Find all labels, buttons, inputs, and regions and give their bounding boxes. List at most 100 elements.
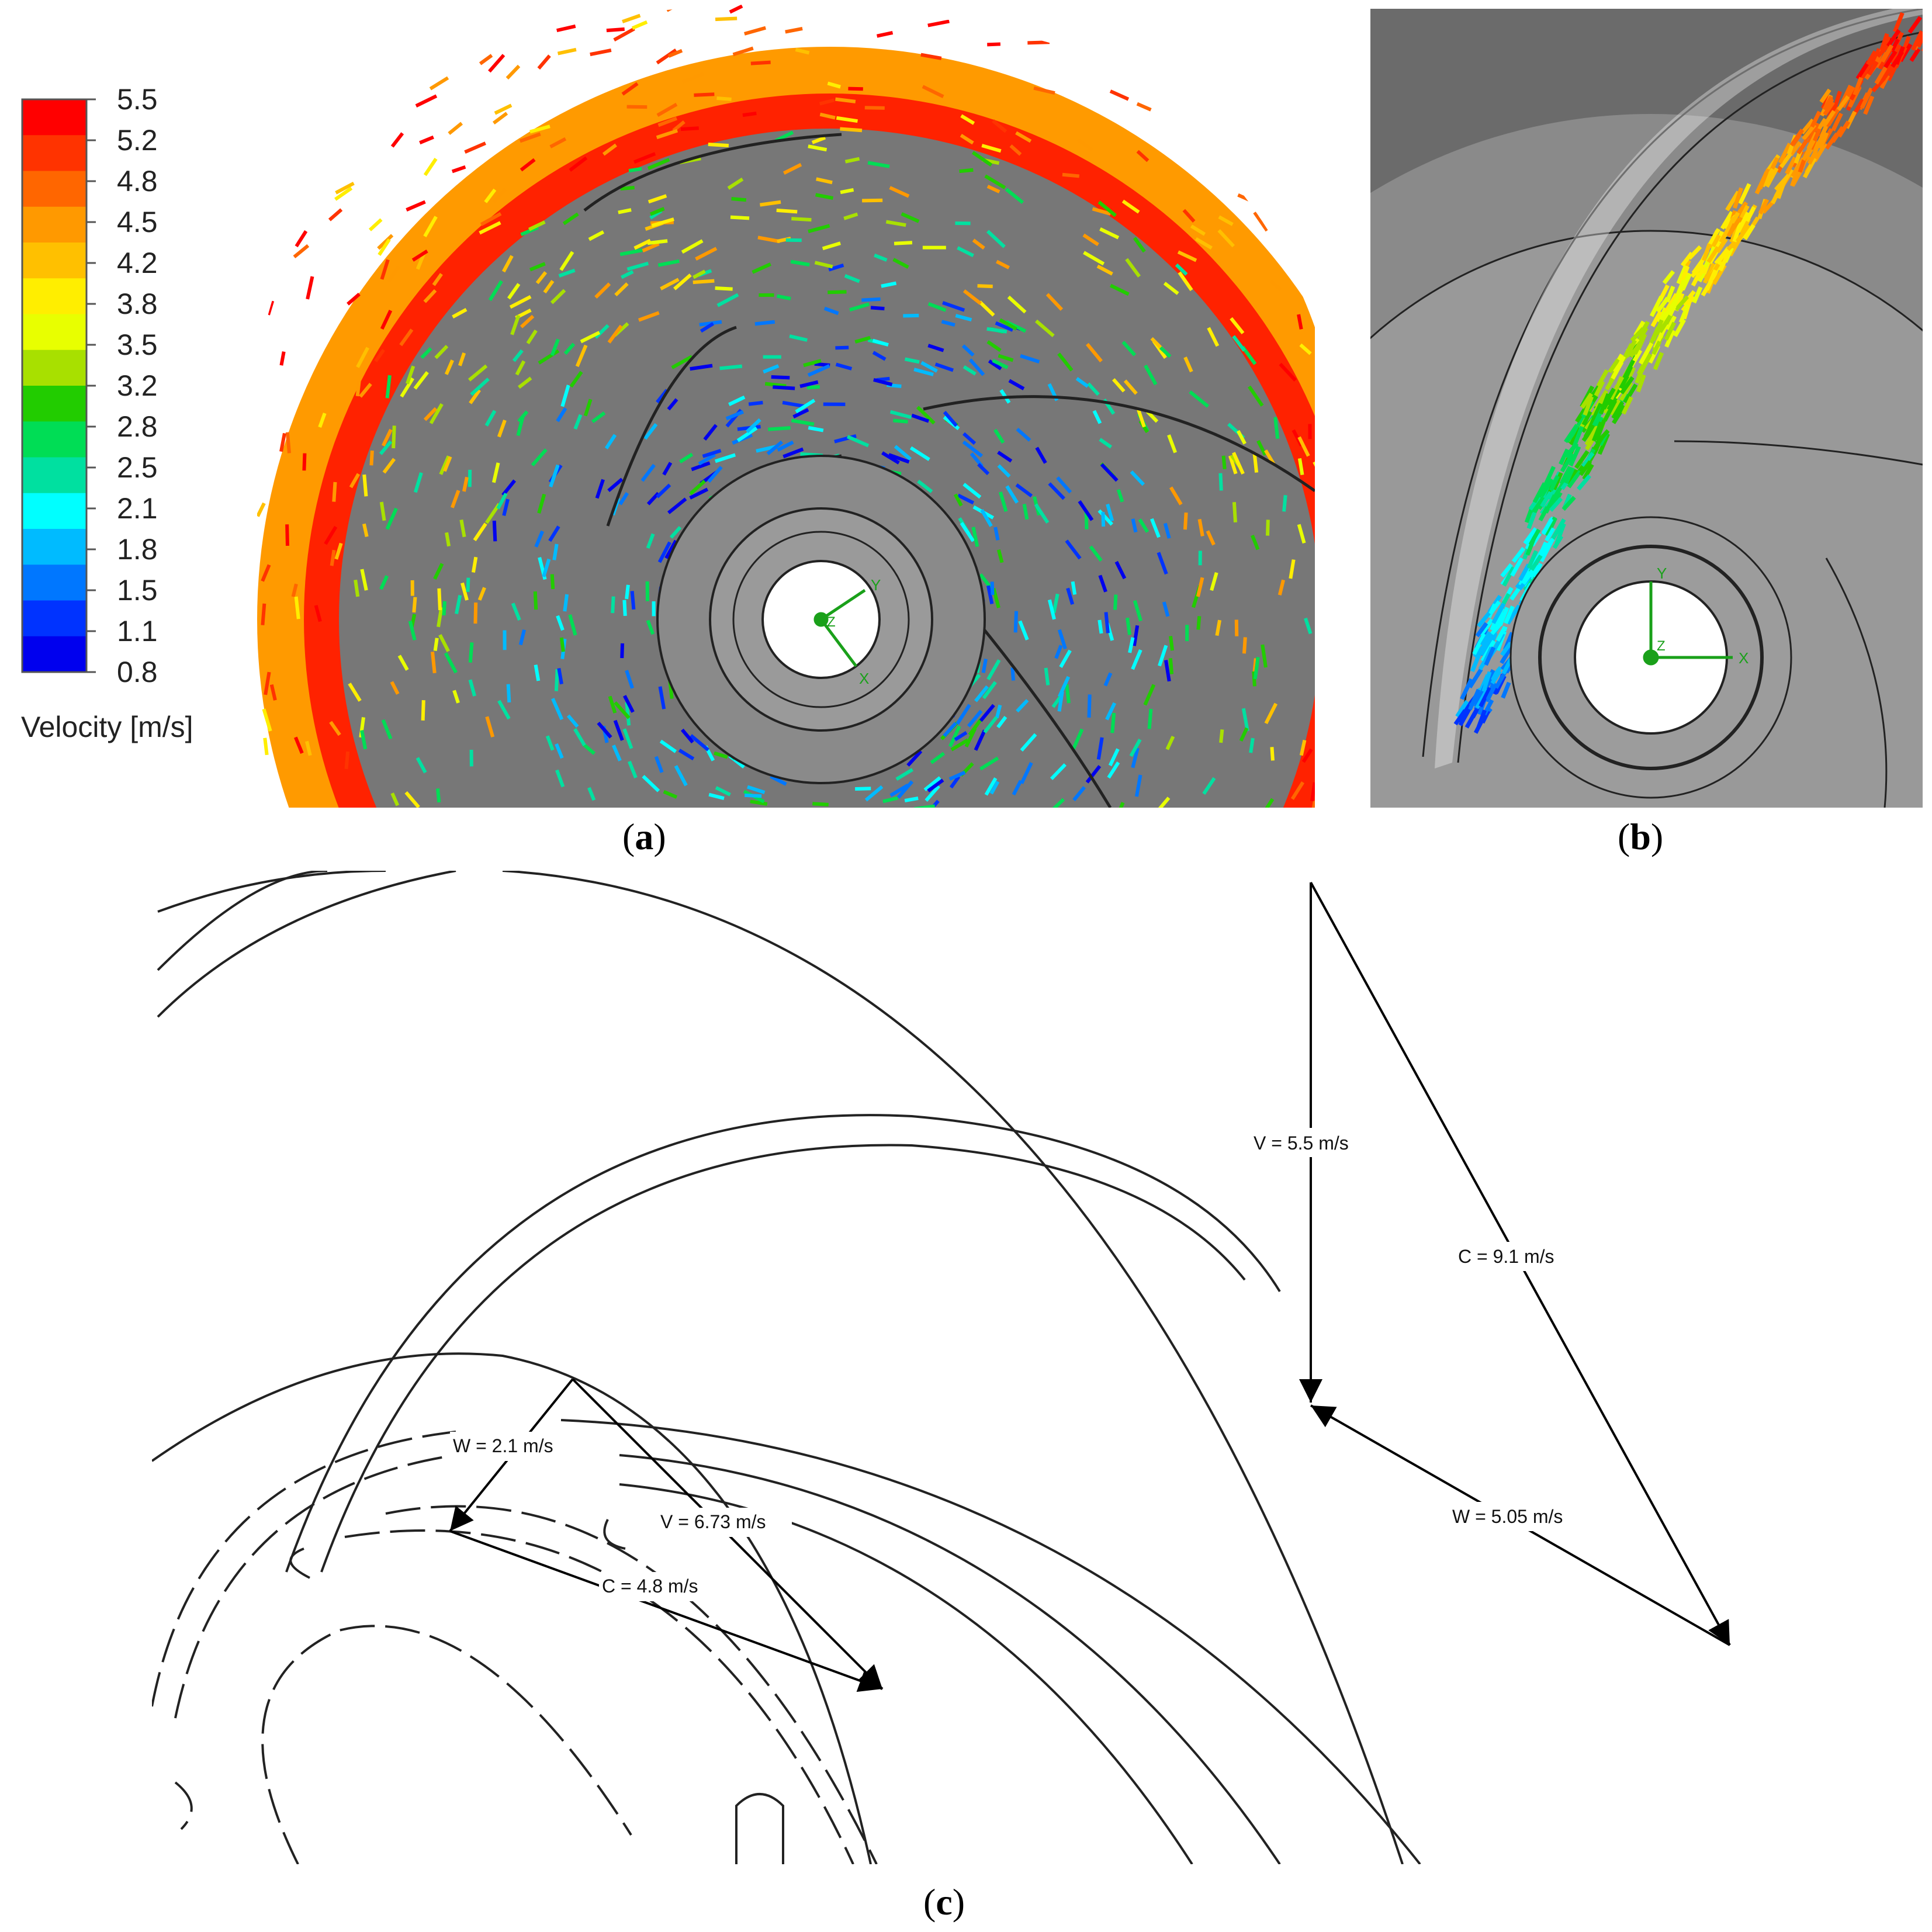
velocity-arrow bbox=[1251, 535, 1260, 550]
velocity-arrow bbox=[998, 354, 1014, 362]
velocity-arrow bbox=[934, 362, 954, 372]
streamline-arrow bbox=[1639, 342, 1654, 365]
velocity-arrow bbox=[823, 306, 839, 316]
streamline-arrow bbox=[1528, 554, 1543, 573]
velocity-arrow bbox=[803, 359, 822, 368]
velocity-arrow bbox=[836, 116, 858, 123]
axis-label-y-b: Y bbox=[1657, 565, 1667, 582]
streamline-arrow bbox=[1540, 491, 1553, 508]
blade-b1-inner bbox=[1457, 31, 1923, 763]
velocity-arrow bbox=[1057, 352, 1074, 372]
velocity-arrow bbox=[459, 519, 466, 538]
velocity-legend: 5.5 5.2 4.8 4.5 4.2 3.8 3.5 3.2 2.8 2.5 2.1 1.8 1.5 1… bbox=[18, 85, 263, 766]
velocity-arrow bbox=[360, 569, 368, 591]
velocity-arrow bbox=[1106, 503, 1114, 522]
velocity-arrow bbox=[264, 671, 271, 695]
velocity-arrow bbox=[911, 413, 930, 423]
velocity-arrow bbox=[989, 781, 1000, 795]
velocity-arrow bbox=[844, 157, 860, 164]
velocity-arrow bbox=[920, 53, 942, 60]
velocity-arrow bbox=[1290, 781, 1305, 800]
velocity-arrow bbox=[777, 440, 794, 452]
velocity-arrow bbox=[680, 728, 694, 744]
streamline-arrow bbox=[1553, 476, 1569, 498]
panel-c-canvas: V = 5.5 m/s C = 9.1 m/s W = 5.05 m/s W =… bbox=[152, 871, 1731, 1864]
velocity-arrow bbox=[992, 588, 1000, 608]
velocity-arrow bbox=[1008, 379, 1025, 390]
legend-swatch bbox=[22, 171, 86, 207]
slot-3 bbox=[735, 1793, 784, 1864]
velocity-arrow bbox=[626, 261, 649, 271]
velocity-arrow bbox=[451, 165, 466, 174]
velocity-arrow bbox=[288, 206, 299, 227]
velocity-arrow bbox=[773, 385, 795, 390]
velocity-arrow bbox=[754, 320, 775, 326]
velocity-arrow bbox=[573, 728, 586, 746]
velocity-arrow bbox=[623, 695, 635, 713]
velocity-arrow bbox=[1196, 577, 1204, 597]
streamline-arrow bbox=[1595, 429, 1610, 445]
velocity-arrow bbox=[1016, 427, 1031, 442]
velocity-arrow bbox=[362, 523, 369, 538]
streamline-arrow bbox=[1591, 421, 1604, 442]
velocity-arrow bbox=[501, 479, 517, 497]
velocity-arrow bbox=[588, 230, 605, 241]
velocity-arrow bbox=[257, 502, 266, 517]
velocity-arrow bbox=[520, 158, 536, 172]
velocity-arrow bbox=[378, 238, 391, 256]
streamline-arrow bbox=[1496, 612, 1507, 628]
velocity-arrow bbox=[1167, 434, 1178, 453]
velocity-arrow bbox=[1221, 455, 1227, 470]
velocity-arrow bbox=[1097, 619, 1103, 634]
velocity-arrow bbox=[1228, 455, 1238, 475]
velocity-arrow bbox=[1096, 737, 1104, 760]
streamline-arrow bbox=[1874, 66, 1888, 85]
velocity-arrow bbox=[1030, 19, 1053, 25]
streamline-arrow bbox=[1867, 60, 1879, 76]
velocity-arrow bbox=[390, 681, 400, 695]
velocity-arrow bbox=[1207, 327, 1220, 347]
streamline-arrow bbox=[1886, 65, 1898, 82]
streamline-arrow bbox=[1666, 315, 1677, 331]
velocity-arrow bbox=[1292, 429, 1303, 447]
velocity-arrow bbox=[980, 508, 993, 527]
streamline-arrow bbox=[1745, 206, 1756, 222]
velocity-arrow bbox=[881, 451, 900, 465]
streamline-arrow bbox=[1490, 670, 1502, 685]
velocity-arrow bbox=[1285, 155, 1298, 167]
velocity-arrow bbox=[473, 522, 487, 542]
velocity-arrow bbox=[957, 246, 974, 258]
streamline-arrow bbox=[1582, 463, 1594, 480]
velocity-arrow bbox=[618, 492, 629, 505]
velocity-arrow bbox=[628, 167, 642, 173]
streamline-arrow bbox=[1549, 475, 1560, 492]
velocity-arrow bbox=[901, 212, 920, 223]
velocity-arrow bbox=[1099, 227, 1120, 240]
streamline-arrow bbox=[1541, 518, 1554, 535]
streamline-arrow bbox=[1542, 466, 1556, 488]
velocity-arrow bbox=[374, 348, 385, 363]
streamline-arrow bbox=[1584, 425, 1599, 446]
streamline-arrow bbox=[1559, 448, 1570, 465]
velocity-arrow bbox=[469, 389, 481, 404]
velocity-arrow bbox=[448, 122, 463, 135]
velocity-arrow bbox=[927, 778, 944, 792]
velocity-arrow bbox=[647, 239, 668, 245]
streamline-arrow bbox=[1807, 149, 1818, 165]
velocity-arrow bbox=[633, 238, 652, 250]
velocity-arrow bbox=[1123, 379, 1138, 395]
velocity-arrow bbox=[896, 780, 914, 799]
legend-tick-label: 4.8 bbox=[117, 165, 158, 198]
velocity-arrow bbox=[451, 490, 461, 508]
velocity-arrow bbox=[974, 729, 986, 751]
streamline-arrow bbox=[1473, 715, 1487, 734]
velocity-arrow bbox=[819, 98, 835, 106]
velocity-arrow bbox=[978, 300, 995, 317]
velocity-arrow bbox=[715, 786, 731, 797]
velocity-arrow bbox=[531, 448, 548, 467]
velocity-arrow bbox=[1015, 131, 1032, 143]
velocity-arrow bbox=[1005, 188, 1024, 205]
streamline-arrow bbox=[1539, 478, 1554, 498]
velocity-arrow bbox=[950, 738, 969, 752]
velocity-arrow bbox=[1137, 408, 1146, 428]
